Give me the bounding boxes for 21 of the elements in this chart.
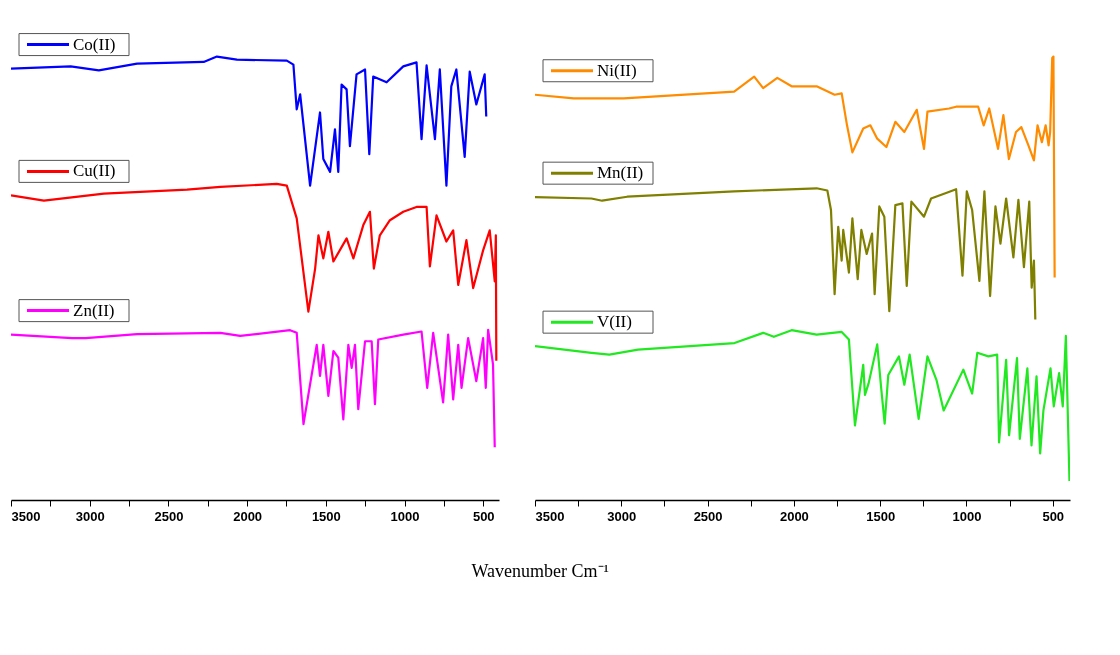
legend-label: Co(II) (73, 34, 116, 54)
x-tick-label: 500 (472, 508, 495, 524)
x-tick-label: 1500 (866, 508, 896, 524)
x-tick-label: 1000 (390, 508, 420, 524)
x-tick-label: 3500 (535, 508, 565, 524)
x-tick-label: 3000 (75, 508, 105, 524)
legend-label: V(II) (597, 312, 632, 332)
legend-label: Ni(II) (597, 60, 637, 80)
legend-label: Mn(II) (597, 163, 644, 183)
legend-label: Zn(II) (73, 300, 115, 320)
x-tick-label: 2000 (779, 508, 809, 524)
legend-label: Cu(II) (73, 161, 116, 181)
x-tick-label: 2000 (233, 508, 263, 524)
x-axis-title: Wavenumber Cm⁻¹ (471, 561, 609, 581)
x-tick-label: 1000 (952, 508, 982, 524)
x-tick-label: 2500 (693, 508, 723, 524)
x-tick-label: 500 (1042, 508, 1065, 524)
x-tick-label: 3500 (11, 508, 41, 524)
x-tick-label: 3000 (607, 508, 637, 524)
x-tick-label: 1500 (311, 508, 341, 524)
x-tick-label: 2500 (154, 508, 184, 524)
